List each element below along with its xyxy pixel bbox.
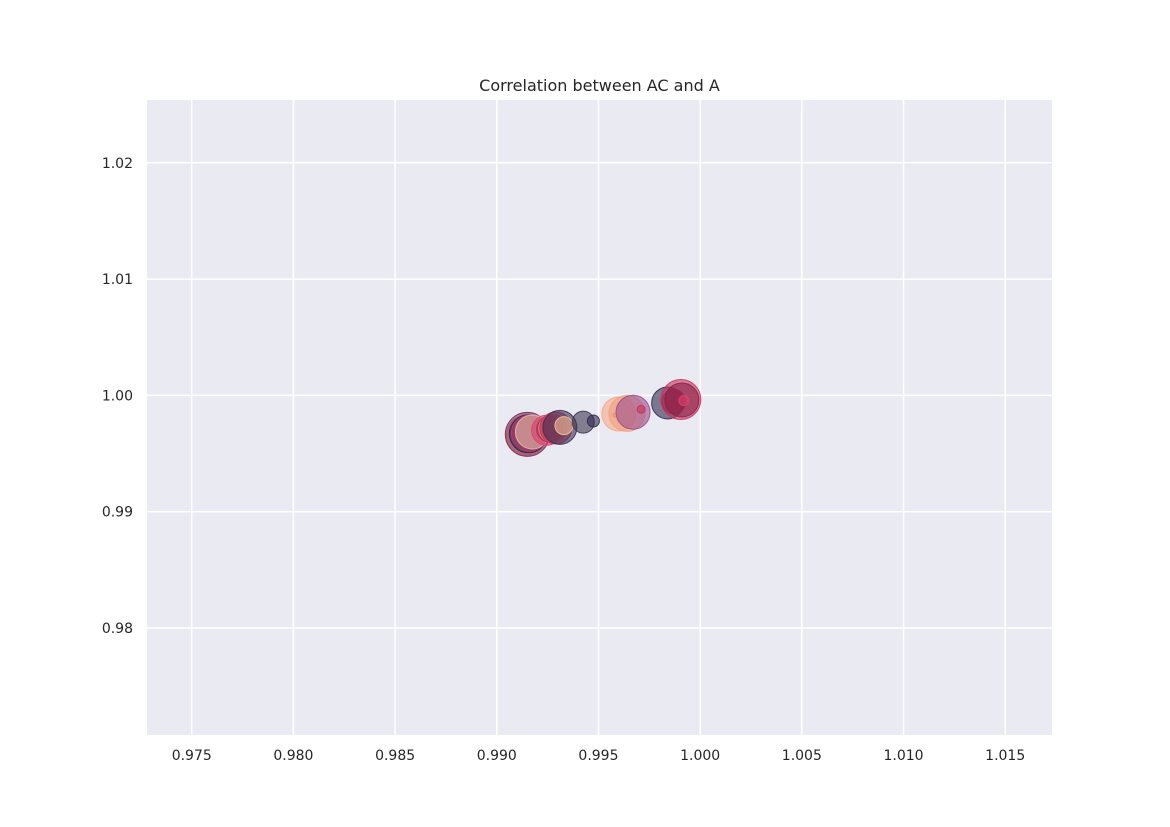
y-tick-label: 1.01 — [102, 272, 133, 288]
scatter-point — [636, 404, 646, 414]
x-tick-label: 1.015 — [985, 748, 1025, 764]
y-tick-labels: 0.98 0.99 1.00 1.01 1.02 — [102, 156, 133, 637]
y-tick-label: 1.02 — [102, 156, 133, 172]
scatter-point — [586, 414, 600, 428]
plot-background — [147, 100, 1052, 735]
x-tick-label: 0.975 — [172, 748, 212, 764]
y-tick-label: 0.99 — [102, 505, 133, 521]
y-tick-label: 1.00 — [102, 388, 133, 404]
x-tick-label: 0.995 — [578, 748, 618, 764]
scatter-point — [678, 395, 690, 407]
x-tick-label: 0.980 — [273, 748, 313, 764]
x-tick-label: 1.010 — [883, 748, 923, 764]
data-points — [504, 378, 702, 457]
x-tick-label: 1.000 — [680, 748, 720, 764]
scatter-point — [615, 394, 651, 430]
x-tick-labels: 0.975 0.980 0.985 0.990 0.995 1.000 1.005 1.010… — [172, 748, 1026, 764]
y-tick-label: 0.98 — [102, 621, 133, 637]
x-tick-label: 0.990 — [477, 748, 517, 764]
x-tick-label: 0.985 — [375, 748, 415, 764]
x-tick-label: 1.005 — [782, 748, 822, 764]
chart-title: Correlation between AC and A — [479, 76, 720, 95]
scatter-point — [554, 416, 574, 436]
